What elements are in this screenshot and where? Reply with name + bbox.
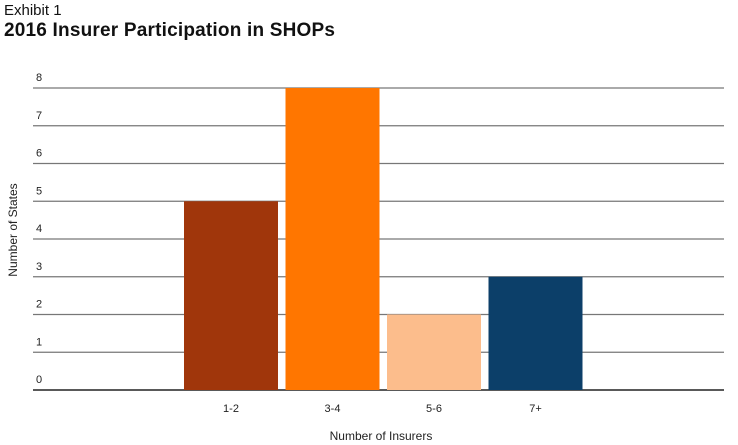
y-tick-label: 8 [36, 72, 42, 84]
x-tick-label: 5-6 [426, 403, 442, 415]
exhibit-label: Exhibit 1 [4, 2, 62, 19]
bar-3-4 [285, 88, 380, 390]
y-tick-label: 1 [36, 336, 42, 348]
bar-7+ [488, 276, 583, 390]
y-tick-label: 6 [36, 148, 42, 160]
y-tick-label: 3 [36, 261, 42, 273]
y-tick-label: 7 [36, 110, 42, 122]
y-tick-label: 4 [36, 223, 42, 235]
x-tick-label: 3-4 [325, 403, 341, 415]
x-axis-title: Number of Insurers [330, 429, 433, 443]
bar-1-2 [184, 201, 278, 390]
y-axis-title: Number of States [6, 183, 20, 276]
x-tick-labels: 1-2 3-4 5-6 7+ [223, 403, 542, 415]
chart-title: 2016 Insurer Participation in SHOPs [4, 20, 336, 41]
y-tick-label: 0 [36, 374, 42, 386]
x-tick-label: 1-2 [223, 403, 239, 415]
y-tick-label: 2 [36, 299, 42, 311]
bar-5-6 [387, 314, 481, 390]
y-tick-label: 5 [36, 185, 42, 197]
x-tick-label: 7+ [529, 403, 542, 415]
bars [184, 88, 583, 390]
y-tick-labels: 0 1 2 3 4 5 6 7 8 [36, 72, 42, 386]
